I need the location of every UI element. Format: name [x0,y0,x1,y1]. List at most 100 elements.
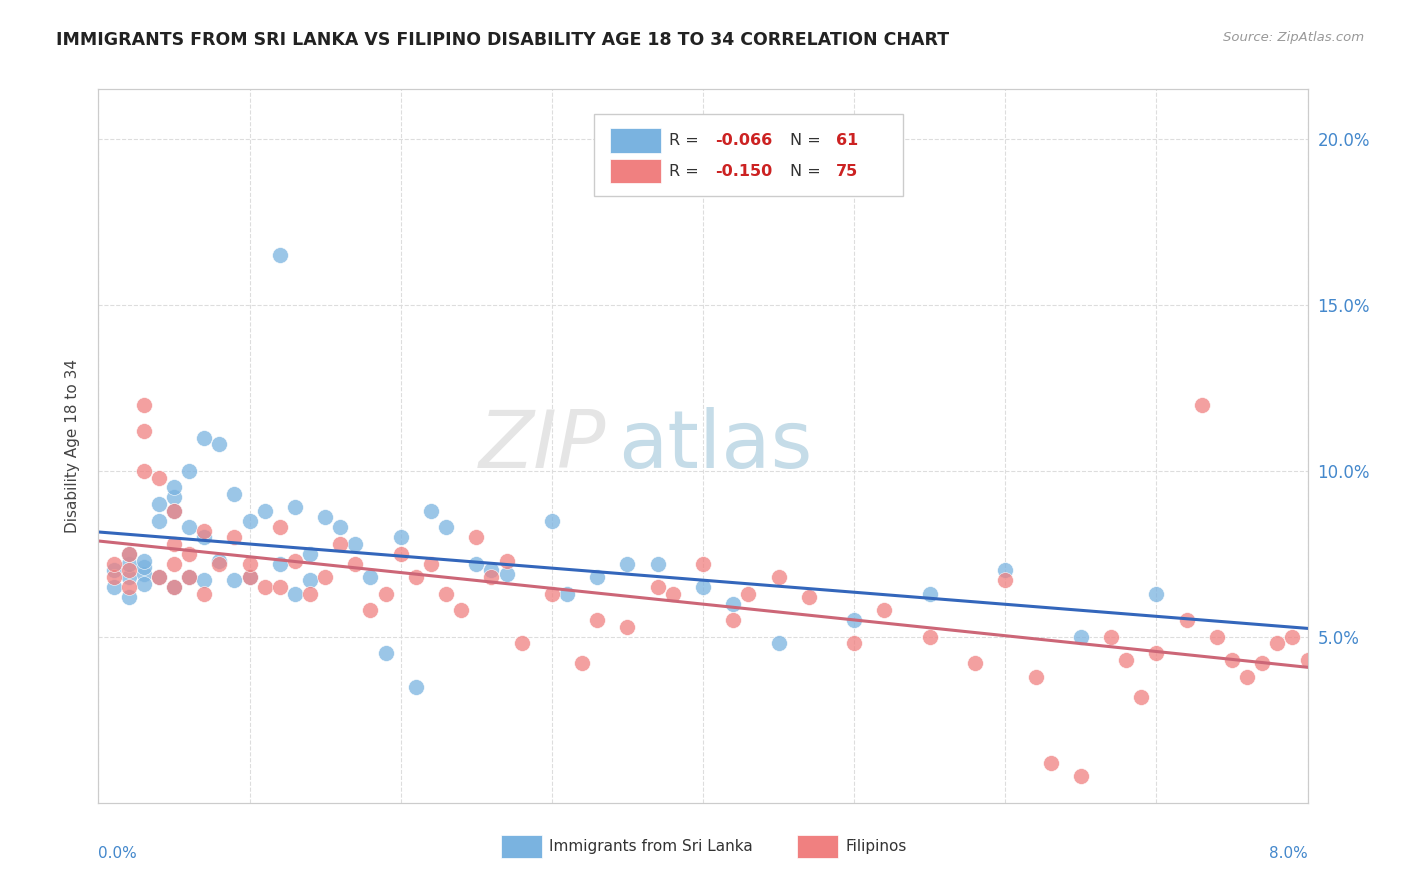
Point [389,530,412,544]
Point [269,557,291,571]
Y-axis label: Disability Age 18 to 34: Disability Age 18 to 34 [65,359,80,533]
Point [616,620,638,634]
Point [510,636,533,650]
Point [163,580,186,594]
Point [329,537,352,551]
Point [994,564,1017,578]
Point [193,530,215,544]
Point [179,570,201,584]
Point [103,564,125,578]
Point [118,590,141,604]
Text: -0.066: -0.066 [716,133,772,148]
Point [103,557,125,571]
Point [284,587,307,601]
Text: 0.0%: 0.0% [98,846,138,861]
Point [193,431,215,445]
Point [360,603,382,617]
Point [465,530,488,544]
Point [723,613,745,627]
FancyBboxPatch shape [797,835,838,858]
Point [208,437,231,451]
Text: atlas: atlas [619,407,813,485]
Point [374,587,396,601]
Point [420,557,443,571]
Text: 75: 75 [837,164,858,178]
Point [239,570,262,584]
Text: R =: R = [669,133,704,148]
Point [586,613,609,627]
Point [1327,690,1350,704]
FancyBboxPatch shape [610,159,661,184]
Point [1146,647,1168,661]
Point [994,574,1017,588]
Point [1267,636,1289,650]
Point [1206,630,1229,644]
Point [163,537,186,551]
Point [616,557,638,571]
Point [148,514,170,528]
Point [692,580,714,594]
Point [495,566,517,581]
Point [118,564,141,578]
Point [269,520,291,534]
Point [434,520,457,534]
Point [1099,630,1122,644]
Point [179,464,201,478]
Point [132,553,155,567]
Point [1312,670,1334,684]
Text: Filipinos: Filipinos [845,838,907,854]
Point [555,587,578,601]
Point [148,470,170,484]
Point [163,557,186,571]
Point [163,481,186,495]
Point [224,530,246,544]
Point [1070,769,1092,783]
Point [541,514,564,528]
Point [118,547,141,561]
Point [405,680,427,694]
Point [193,587,215,601]
Point [163,504,186,518]
Point [224,487,246,501]
Point [662,587,685,601]
Text: IMMIGRANTS FROM SRI LANKA VS FILIPINO DISABILITY AGE 18 TO 34 CORRELATION CHART: IMMIGRANTS FROM SRI LANKA VS FILIPINO DI… [56,31,949,49]
Text: Source: ZipAtlas.com: Source: ZipAtlas.com [1223,31,1364,45]
Point [299,547,322,561]
Point [132,424,155,438]
Point [1115,653,1137,667]
Point [148,497,170,511]
Point [253,504,276,518]
Point [163,580,186,594]
Point [1236,670,1258,684]
Point [434,587,457,601]
Point [1025,670,1047,684]
Point [179,520,201,534]
Point [571,657,593,671]
Point [344,557,367,571]
Point [768,570,790,584]
Point [344,537,367,551]
Point [374,647,396,661]
Point [239,514,262,528]
Point [737,587,759,601]
Point [253,580,276,594]
Text: 61: 61 [837,133,858,148]
Point [132,464,155,478]
Point [269,248,291,262]
Point [314,510,336,524]
Point [284,500,307,515]
Point [118,547,141,561]
Point [299,587,322,601]
Point [541,587,564,601]
Point [284,553,307,567]
Point [647,580,669,594]
Text: N =: N = [790,133,825,148]
Point [179,547,201,561]
Point [1251,657,1274,671]
Text: 8.0%: 8.0% [1268,846,1308,861]
Point [1130,690,1153,704]
Point [314,570,336,584]
Point [692,557,714,571]
Point [329,520,352,534]
Text: Immigrants from Sri Lanka: Immigrants from Sri Lanka [550,838,754,854]
